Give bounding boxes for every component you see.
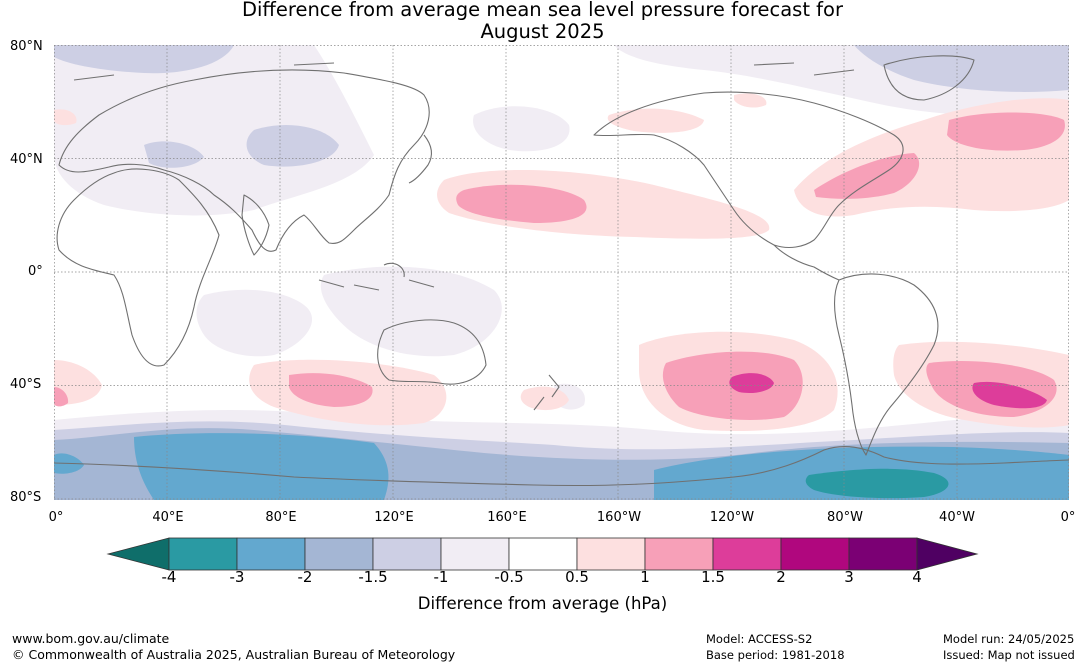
cb-tick: -4 <box>161 568 177 586</box>
coast-japan <box>408 134 433 184</box>
cb-tick: -0.5 <box>494 568 524 586</box>
footer-copyright: © Commonwealth of Australia 2025, Austra… <box>12 647 456 662</box>
coast-central-america <box>773 244 840 281</box>
neg-3-south <box>805 468 949 499</box>
colorbar-cell <box>712 537 782 571</box>
colorbar-title: Difference from average (hPa) <box>417 594 668 613</box>
coast-nz <box>533 374 560 411</box>
colorbar-extend-low <box>106 537 170 571</box>
lon-label-160w: 160°W <box>596 510 642 525</box>
colorbar-cell <box>780 537 850 571</box>
footer-issued: Issued: Map not issued <box>943 648 1075 662</box>
footer-base-period: Base period: 1981-2018 <box>706 648 845 662</box>
colorbar-cell <box>236 537 306 571</box>
lat-label-80n: 80°N <box>10 39 43 54</box>
colorbar-cell <box>372 537 442 571</box>
lon-label-40w: 40°W <box>939 510 975 525</box>
colorbar-cell <box>644 537 714 571</box>
lat-label-eq: 0° <box>28 264 43 279</box>
title-line-1: Difference from average mean sea level p… <box>242 0 843 21</box>
cb-tick: -2 <box>297 568 313 586</box>
lat-label-80s: 80°S <box>10 490 42 505</box>
cb-tick: 3 <box>844 568 854 586</box>
coast-indonesia <box>318 262 435 291</box>
colorbar <box>106 537 979 571</box>
cb-tick: -1 <box>433 568 449 586</box>
cb-tick: 2 <box>776 568 786 586</box>
coast-greenland <box>883 55 975 101</box>
coast-europe-asia <box>58 69 430 252</box>
title-line-2: August 2025 <box>480 20 605 43</box>
colorbar-cell <box>508 537 578 571</box>
lon-label-120e: 120°E <box>374 510 414 525</box>
pressure-anomaly-map <box>54 45 1069 500</box>
colorbar-cell <box>168 537 238 571</box>
graticule <box>54 45 1069 500</box>
cb-tick: 0.5 <box>565 568 589 586</box>
colorbar-cell <box>304 537 374 571</box>
lat-label-40n: 40°N <box>10 152 43 167</box>
coast-antarctica <box>54 445 1069 487</box>
lon-label-80e: 80°E <box>265 510 297 525</box>
pos-15 <box>729 373 1047 409</box>
lon-label-120w: 120°W <box>709 510 755 525</box>
coast-africa <box>56 168 220 367</box>
lon-label-0-east: 0° <box>1060 510 1076 525</box>
lat-label-40s: 40°S <box>10 377 42 392</box>
colorbar-cell <box>848 537 918 571</box>
cb-tick: 1 <box>640 568 650 586</box>
lon-label-0: 0° <box>48 510 64 525</box>
coast-australia <box>377 319 487 385</box>
colorbar-cells <box>168 537 918 571</box>
footer-model-run: Model run: 24/05/2025 <box>943 632 1075 646</box>
coast-north-america <box>593 91 904 249</box>
colorbar-cell <box>576 537 646 571</box>
neg-weak-tropics <box>196 266 585 410</box>
neg-1-north <box>54 45 1069 168</box>
coast-arctic-islands <box>73 62 855 81</box>
lon-label-40e: 40°E <box>152 510 184 525</box>
coastlines <box>54 55 1069 487</box>
colorbar-extend-high <box>916 537 979 571</box>
footer-model: Model: ACCESS-S2 <box>706 632 813 646</box>
cb-tick: 4 <box>912 568 922 586</box>
footer-url: www.bom.gov.au/climate <box>12 631 170 646</box>
lon-label-160e: 160°E <box>487 510 527 525</box>
cb-tick: -3 <box>229 568 245 586</box>
coast-south-america <box>833 273 939 456</box>
coast-india <box>241 194 270 256</box>
cb-tick: 1.5 <box>701 568 725 586</box>
cb-tick: -1.5 <box>358 568 388 586</box>
lon-label-80w: 80°W <box>827 510 863 525</box>
colorbar-cell <box>440 537 510 571</box>
